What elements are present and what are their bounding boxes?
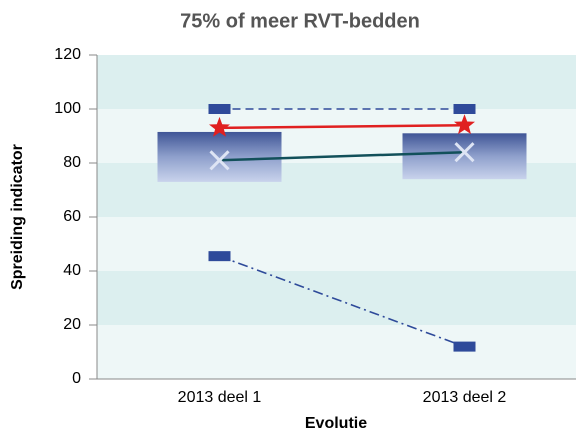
plot-band [97,271,576,325]
marker-dash [453,341,476,352]
y-axis-label: Spreiding indicator [9,144,26,290]
chart-title: 75% of meer RVT-bedden [180,10,420,32]
y-tick-label: 60 [63,208,81,225]
series-line [219,150,465,162]
marker-x [209,150,230,171]
plot-band [97,55,576,109]
marker-dash [208,251,231,262]
y-tick-label: 0 [72,370,81,387]
range-box [157,131,282,182]
plot-band [97,217,576,271]
x-axis-label: Evolutie [305,415,367,432]
range-box [402,133,527,180]
y-tick-label: 100 [54,100,81,117]
plot-band [97,325,576,379]
y-tick-label: 20 [63,316,81,333]
marker-star [209,116,230,137]
marker-dash [208,104,231,114]
marker-star [454,114,475,135]
marker-dash [453,104,476,114]
y-tick-label: 80 [63,154,81,171]
marker-x [454,142,475,163]
x-tick-label: 2013 deel 1 [178,389,262,406]
y-tick-label: 120 [54,46,81,63]
series-line [219,255,465,348]
series-line [219,123,465,130]
x-tick-label: 2013 deel 2 [423,389,507,406]
y-tick-label: 40 [63,262,81,279]
